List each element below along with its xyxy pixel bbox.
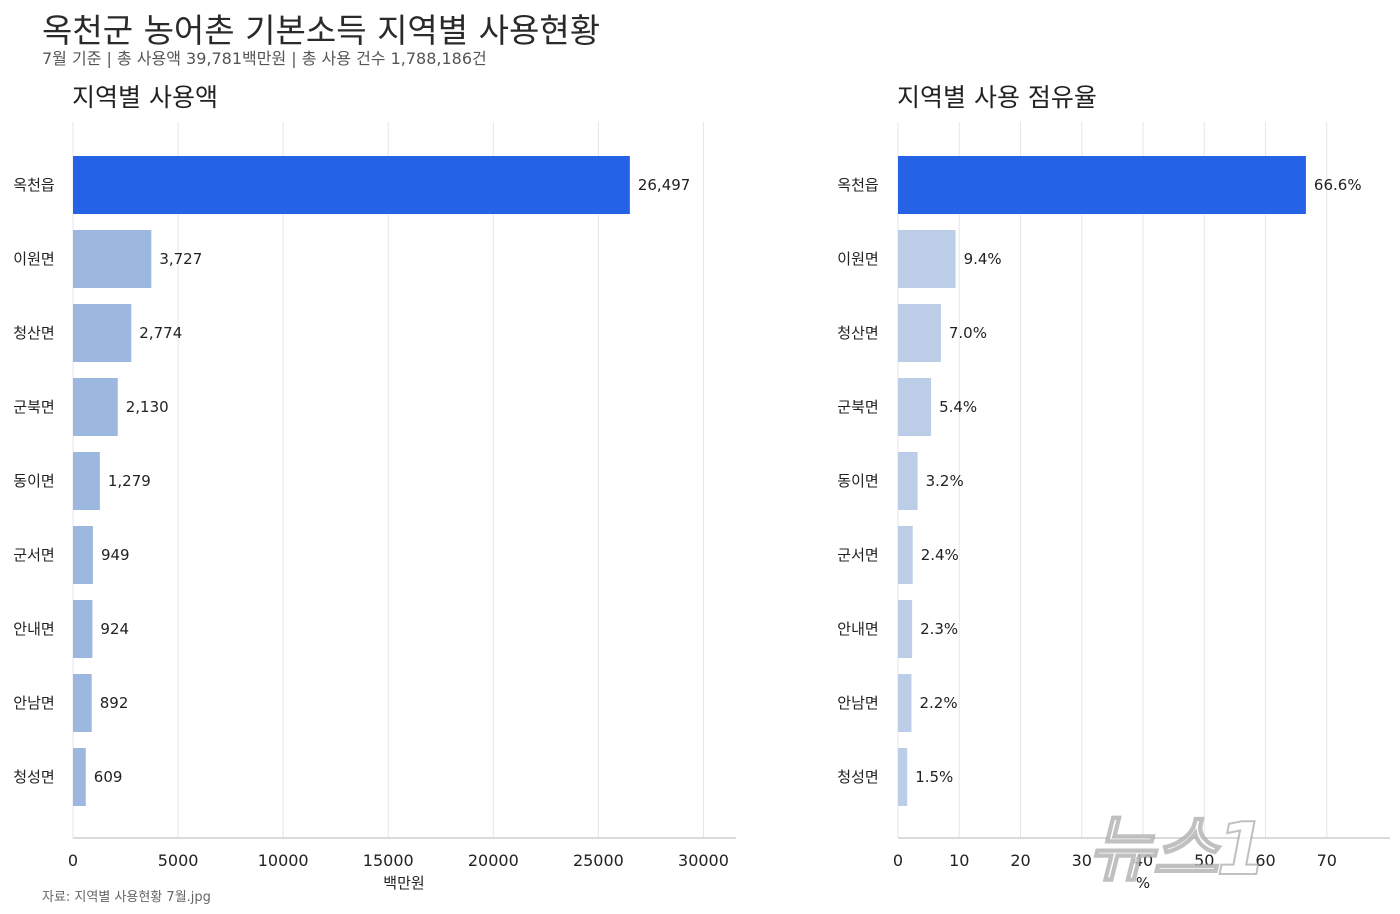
category-label: 청성면 [837, 768, 878, 786]
bar [73, 378, 118, 436]
value-label: 2.4% [921, 546, 959, 564]
x-tick-label: 10 [949, 851, 969, 870]
value-label: 1.5% [915, 768, 953, 786]
x-tick-label: 60 [1255, 851, 1275, 870]
category-label: 청산면 [13, 324, 54, 342]
page-subtitle: 7월 기준 | 총 사용액 39,781백만원 | 총 사용 건수 1,788,… [42, 49, 487, 68]
news1-watermark-logo: 뉴스1 [1087, 806, 1268, 892]
value-label: 2.3% [920, 620, 958, 638]
x-tick-label: 40 [1133, 851, 1153, 870]
share-chart-title: 지역별 사용 점유율 [897, 83, 1097, 112]
category-label: 군서면 [837, 546, 878, 564]
bar [898, 304, 941, 362]
bar [898, 748, 908, 806]
value-label: 26,497 [638, 176, 691, 194]
category-label: 동이면 [13, 472, 54, 490]
value-label: 2.2% [919, 694, 957, 712]
bar [898, 600, 913, 658]
bar [898, 674, 912, 732]
value-label: 1,279 [108, 472, 151, 490]
value-label: 3,727 [159, 250, 202, 268]
category-label: 청산면 [837, 324, 878, 342]
x-tick-label: 50 [1194, 851, 1214, 870]
amount-chart-title: 지역별 사용액 [72, 83, 218, 112]
x-tick-label: 10000 [258, 851, 309, 870]
bar [898, 230, 956, 288]
value-label: 2,130 [126, 398, 169, 416]
bar [73, 526, 93, 584]
bar [73, 156, 630, 214]
category-label: 군북면 [837, 398, 878, 416]
category-label: 군서면 [13, 546, 54, 564]
x-tick-label: 20000 [468, 851, 519, 870]
bar [898, 156, 1306, 214]
page-title: 옥천군 농어촌 기본소득 지역별 사용현황 [42, 11, 601, 50]
category-label: 이원면 [13, 250, 54, 268]
category-label: 이원면 [837, 250, 878, 268]
x-axis-title: 백만원 [383, 874, 424, 892]
category-label: 청성면 [13, 768, 54, 786]
value-label: 3.2% [926, 472, 964, 490]
x-tick-label: 30000 [678, 851, 729, 870]
bar [73, 230, 152, 288]
value-label: 892 [100, 694, 129, 712]
bar [73, 600, 93, 658]
bar [898, 378, 932, 436]
x-axis-title: % [1136, 874, 1150, 892]
category-label: 옥천읍 [837, 176, 878, 194]
category-label: 동이면 [837, 472, 878, 490]
category-label: 옥천읍 [13, 176, 54, 194]
category-label: 군북면 [13, 398, 54, 416]
value-label: 5.4% [939, 398, 977, 416]
x-tick-label: 20 [1010, 851, 1030, 870]
category-label: 안내면 [837, 620, 878, 638]
source-note: 자료: 지역별 사용현황 7월.jpg [42, 890, 211, 905]
value-label: 9.4% [964, 250, 1002, 268]
x-tick-label: 0 [893, 851, 903, 870]
amount-bar-chart: 옥천읍 26,497 이원면 3,727 청산면 2,774 군북면 2,130 동이면 1,27… [13, 122, 736, 892]
x-tick-label: 5000 [158, 851, 199, 870]
value-label: 66.6% [1314, 176, 1362, 194]
bar [898, 526, 913, 584]
x-tick-label: 15000 [363, 851, 414, 870]
bar [73, 748, 86, 806]
x-tick-label: 25000 [573, 851, 624, 870]
x-tick-label: 0 [68, 851, 78, 870]
value-label: 7.0% [949, 324, 987, 342]
category-label: 안내면 [13, 620, 54, 638]
bar [898, 452, 918, 510]
x-tick-label: 70 [1317, 851, 1337, 870]
value-label: 2,774 [139, 324, 182, 342]
category-label: 안남면 [13, 694, 54, 712]
bar [73, 452, 100, 510]
value-label: 924 [100, 620, 129, 638]
x-tick-label: 30 [1072, 851, 1092, 870]
bar [73, 674, 92, 732]
value-label: 949 [101, 546, 130, 564]
value-label: 609 [94, 768, 123, 786]
category-label: 안남면 [837, 694, 878, 712]
bar [73, 304, 132, 362]
